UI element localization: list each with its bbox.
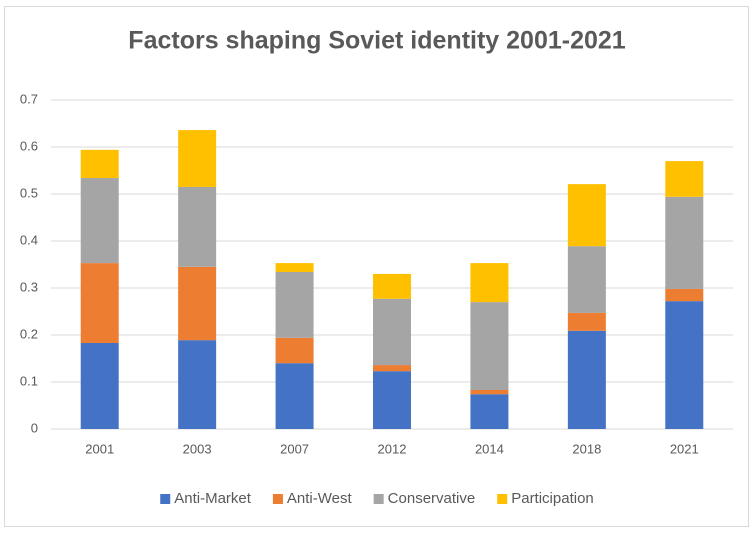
bar-segment: [665, 301, 704, 429]
x-tick-label: 2021: [670, 441, 699, 456]
y-tick-label: 0.4: [20, 232, 38, 247]
x-tick-label: 2003: [183, 441, 212, 456]
bar-segment: [470, 394, 509, 429]
bar-segment: [178, 266, 217, 341]
x-tick-label: 2018: [572, 441, 601, 456]
bar-segment: [567, 184, 606, 247]
y-tick-label: 0.3: [20, 279, 38, 294]
legend-swatch: [373, 494, 384, 504]
x-tick-label: 2001: [85, 441, 114, 456]
bar-segment: [470, 389, 509, 395]
x-tick-label: 2012: [378, 441, 407, 456]
bar-segment: [567, 330, 606, 429]
y-tick-label: 0.5: [20, 185, 38, 200]
y-tick-label: 0.7: [20, 91, 38, 106]
bar-segment: [567, 312, 606, 331]
x-tick-label: 2014: [475, 441, 504, 456]
legend-label: Anti-West: [287, 490, 353, 507]
bar-segment: [275, 363, 314, 429]
bar-segment: [178, 340, 217, 429]
legend-swatch: [272, 494, 283, 504]
chart-title: Factors shaping Soviet identity 2001-202…: [128, 27, 625, 55]
bar-segment: [178, 130, 217, 187]
chart-border: [4, 6, 749, 527]
bar-segment: [470, 263, 509, 303]
bar-segment: [275, 272, 314, 338]
bar-segment: [373, 273, 411, 299]
y-tick-label: 0: [31, 420, 38, 435]
bar-segment: [178, 186, 217, 267]
legend-label: Conservative: [388, 490, 476, 507]
y-tick-label: 0.1: [20, 373, 38, 388]
bar-segment: [80, 263, 119, 343]
bar-segment: [275, 337, 314, 364]
bar-segment: [665, 161, 704, 197]
y-tick-label: 0.2: [20, 326, 38, 341]
bar-segment: [80, 342, 119, 429]
bar-segment: [373, 298, 411, 366]
bar-segment: [665, 288, 704, 302]
bar-segment: [80, 178, 119, 264]
bar-segment: [80, 149, 119, 179]
y-tick-label: 0.6: [20, 138, 38, 153]
bar-segment: [665, 196, 704, 289]
bar-segment: [470, 302, 509, 390]
legend-swatch: [497, 494, 508, 504]
legend-label: Participation: [511, 490, 594, 507]
bar-segment: [373, 365, 411, 372]
bar-segment: [275, 263, 314, 273]
x-tick-label: 2007: [280, 441, 309, 456]
bar-segment: [567, 246, 606, 313]
legend-swatch: [160, 494, 171, 504]
bar-segment: [373, 371, 411, 429]
legend-label: Anti-Market: [174, 490, 252, 507]
